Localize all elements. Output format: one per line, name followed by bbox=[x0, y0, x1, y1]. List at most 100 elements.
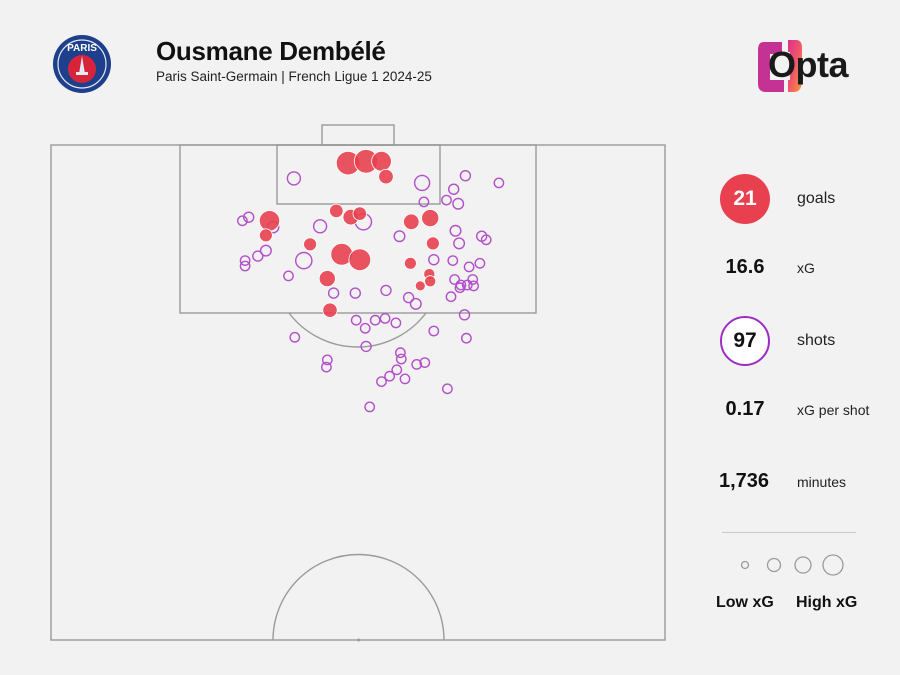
shot-marker bbox=[239, 260, 251, 272]
shot-marker bbox=[474, 257, 486, 269]
stat-shots: 97 shots bbox=[700, 314, 890, 366]
legend-size-4 bbox=[822, 554, 844, 576]
shot-marker bbox=[289, 331, 301, 343]
shot-marker bbox=[384, 370, 395, 382]
shot-marker bbox=[242, 211, 255, 223]
goal-marker bbox=[258, 210, 281, 232]
goal-marker bbox=[322, 302, 338, 318]
shot-marker bbox=[453, 237, 466, 250]
minutes-value: 1,736 bbox=[718, 470, 770, 492]
shot-marker bbox=[459, 169, 472, 182]
minutes-label: minutes bbox=[797, 474, 847, 490]
goal-marker bbox=[421, 209, 440, 228]
shot-marker bbox=[448, 183, 460, 195]
shot-marker bbox=[350, 314, 362, 326]
stat-xg: 16.6 xG bbox=[700, 256, 890, 306]
goal-marker bbox=[403, 256, 417, 270]
psg-crest-icon: PARIS bbox=[53, 35, 111, 93]
stats-divider bbox=[722, 532, 856, 533]
legend-low-label: Low xG bbox=[716, 594, 774, 611]
goal-marker bbox=[414, 280, 426, 292]
shot-marker bbox=[379, 312, 391, 324]
goal-marker bbox=[303, 237, 318, 252]
centre-circle bbox=[272, 553, 445, 641]
legend-size-1 bbox=[740, 560, 750, 570]
shot-marker bbox=[259, 244, 272, 257]
goal-marker bbox=[403, 213, 420, 231]
xg-value: 16.6 bbox=[725, 256, 765, 278]
shot-marker bbox=[480, 234, 492, 246]
six-yard-box bbox=[276, 144, 441, 205]
shot-marker bbox=[418, 196, 430, 208]
shot-marker bbox=[294, 251, 313, 270]
shot-marker bbox=[461, 279, 473, 291]
goals-badge: 21 bbox=[720, 174, 770, 224]
goal bbox=[321, 124, 395, 146]
shot-marker bbox=[441, 194, 452, 206]
goal-marker bbox=[318, 270, 336, 288]
shot-marker bbox=[236, 215, 248, 227]
shot-marker bbox=[283, 270, 294, 282]
shot-marker bbox=[428, 325, 440, 337]
shot-marker bbox=[395, 353, 407, 365]
shot-marker bbox=[419, 357, 431, 368]
shot-marker bbox=[376, 376, 387, 387]
shot-marker bbox=[468, 280, 479, 292]
legend-size-3 bbox=[794, 556, 812, 574]
shot-marker bbox=[252, 250, 264, 262]
shot-marker bbox=[349, 287, 361, 299]
shot-marker bbox=[445, 291, 457, 303]
shot-marker bbox=[458, 309, 471, 321]
goal-marker bbox=[352, 206, 368, 221]
xg-per-shot-label: xG per shot bbox=[797, 402, 870, 418]
opta-logo-icon bbox=[758, 40, 802, 92]
shot-marker bbox=[359, 322, 371, 334]
shot-marker bbox=[402, 291, 415, 304]
player-subtitle: Paris Saint-Germain | French Ligue 1 202… bbox=[156, 69, 432, 84]
shot-marker bbox=[449, 274, 460, 285]
shot-marker bbox=[454, 282, 466, 294]
shot-marker bbox=[399, 373, 411, 385]
brand-wordmark: Opta bbox=[768, 44, 849, 85]
shots-badge: 97 bbox=[720, 316, 770, 366]
shot-marker bbox=[409, 297, 422, 310]
shot-marker bbox=[411, 358, 423, 370]
crest-text: PARIS bbox=[67, 43, 97, 54]
stat-goals: 21 goals bbox=[700, 172, 890, 224]
shot-marker bbox=[312, 219, 328, 234]
legend-high-label: High xG bbox=[796, 594, 858, 611]
stat-xg-per-shot: 0.17 xG per shot bbox=[700, 398, 890, 448]
shot-marker bbox=[413, 174, 431, 192]
shot-marker bbox=[441, 383, 453, 395]
shot-marker bbox=[360, 340, 372, 353]
shot-marker bbox=[463, 261, 475, 273]
shot-marker bbox=[321, 354, 333, 366]
shot-marker bbox=[239, 255, 251, 267]
shot-marker bbox=[364, 401, 376, 413]
player-name: Ousmane Dembélé bbox=[156, 36, 386, 66]
shot-marker bbox=[467, 274, 479, 285]
goal-marker bbox=[424, 275, 437, 288]
legend-size-2 bbox=[766, 557, 782, 573]
goals-label: goals bbox=[797, 190, 836, 207]
shot-marker bbox=[394, 347, 406, 359]
centre-spot bbox=[357, 638, 360, 642]
shot-marker bbox=[460, 332, 472, 344]
goal-marker bbox=[371, 151, 392, 172]
shot-marker bbox=[452, 197, 465, 210]
shot-marker bbox=[286, 171, 302, 186]
shot-marker bbox=[493, 177, 505, 189]
header: PARIS Ousmane Dembélé Paris Saint-Germai… bbox=[0, 0, 900, 110]
xg-per-shot-value: 0.17 bbox=[725, 398, 765, 420]
shot-marker bbox=[428, 254, 440, 266]
shots-layer bbox=[236, 169, 505, 413]
goals-layer bbox=[258, 149, 440, 318]
shot-marker bbox=[449, 224, 462, 237]
shot-marker bbox=[391, 364, 403, 376]
shot-marker bbox=[393, 230, 406, 243]
penalty-arc bbox=[288, 312, 427, 348]
shots-label: shots bbox=[797, 332, 836, 349]
stat-minutes: 1,736 minutes bbox=[700, 470, 890, 520]
goal-marker bbox=[348, 248, 372, 272]
